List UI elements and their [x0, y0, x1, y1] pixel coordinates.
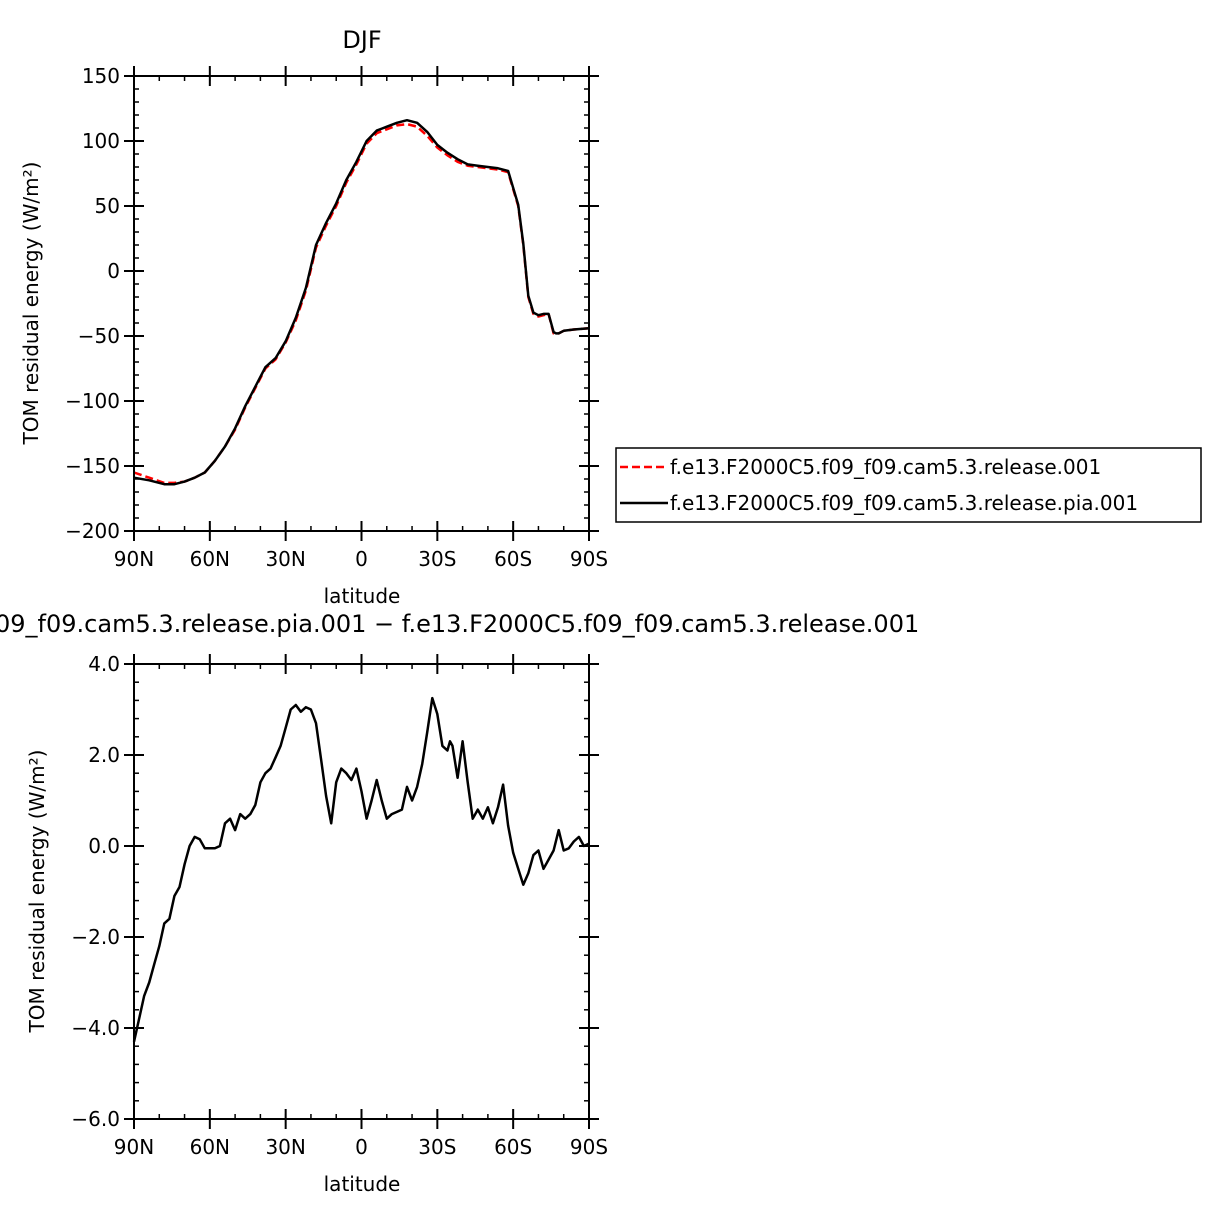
top-x-tick-label: 60S: [494, 547, 532, 571]
bottom-x-tick-label: 60N: [190, 1135, 230, 1159]
bottom-plot-frame: [133, 663, 590, 1120]
bottom-series-line-1: [132, 696, 590, 1042]
top-y-tick-label: 100: [82, 129, 120, 153]
top-ticks-layer: 150 100 50 0 −50 −100 −150 −200 90N 60N 30N 0 30S 60S…: [65, 64, 608, 571]
top-series-layer: [133, 118, 590, 486]
top-x-tick-label: 30S: [418, 547, 456, 571]
bottom-y-tick-label: −2.0: [71, 925, 120, 949]
top-panel: DJF 150 100 50 0 −50 −100 −150 −200 90N 60N 30N 0 30…: [19, 26, 1202, 608]
legend-label-series-1: f.e13.F2000C5.f09_f09.cam5.3.release.001: [670, 455, 1101, 479]
top-x-tick-label: 90S: [570, 547, 608, 571]
legend: f.e13.F2000C5.f09_f09.cam5.3.release.001…: [615, 447, 1202, 523]
top-plot-frame: [133, 75, 590, 532]
top-y-tick-label: −50: [78, 324, 120, 348]
bottom-y-tick-label: −6.0: [71, 1107, 120, 1131]
top-y-tick-label: 50: [95, 194, 120, 218]
top-series-line-2: [133, 118, 590, 486]
top-title: DJF: [342, 26, 381, 54]
bottom-y-tick-label: 4.0: [88, 652, 120, 676]
legend-box: [615, 447, 1202, 523]
bottom-x-tick-label: 30N: [265, 1135, 305, 1159]
bottom-x-tick-label: 30S: [418, 1135, 456, 1159]
bottom-title: f.e13.F2000C5.f09_f09.cam5.3.release.pia…: [0, 610, 919, 638]
top-y-tick-label: −150: [65, 454, 120, 478]
bottom-y-tick-label: 0.0: [88, 834, 120, 858]
bottom-x-tick-label: 60S: [494, 1135, 532, 1159]
top-y-tick-label: −200: [65, 519, 120, 543]
top-x-tick-label: 30N: [265, 547, 305, 571]
bottom-ticks-layer: 4.0 2.0 0.0 −2.0 −4.0 −6.0 90N 60N 30N 0 30S 60S 90S: [71, 652, 608, 1159]
bottom-x-tick-label: 90N: [114, 1135, 154, 1159]
bottom-y-tick-label: −4.0: [71, 1016, 120, 1040]
top-x-tick-label: 60N: [190, 547, 230, 571]
top-y-tick-label: −100: [65, 389, 120, 413]
bottom-x-tick-label: 0: [355, 1135, 368, 1159]
bottom-series-layer: [132, 696, 590, 1042]
bottom-y-tick-label: 2.0: [88, 743, 120, 767]
top-y-tick-label: 0: [107, 259, 120, 283]
top-y-tick-label: 150: [82, 64, 120, 88]
top-x-axis-label: latitude: [324, 584, 401, 608]
bottom-y-axis-label: TOM residual energy (W/m²): [25, 750, 49, 1034]
top-x-tick-label: 90N: [114, 547, 154, 571]
top-y-axis-label: TOM residual energy (W/m²): [19, 162, 43, 446]
top-x-tick-label: 0: [355, 547, 368, 571]
bottom-x-tick-label: 90S: [570, 1135, 608, 1159]
legend-label-series-2: f.e13.F2000C5.f09_f09.cam5.3.release.pia…: [670, 491, 1138, 515]
bottom-panel: f.e13.F2000C5.f09_f09.cam5.3.release.pia…: [0, 610, 919, 1196]
bottom-x-axis-label: latitude: [324, 1172, 401, 1196]
top-series-line-1: [133, 122, 590, 485]
